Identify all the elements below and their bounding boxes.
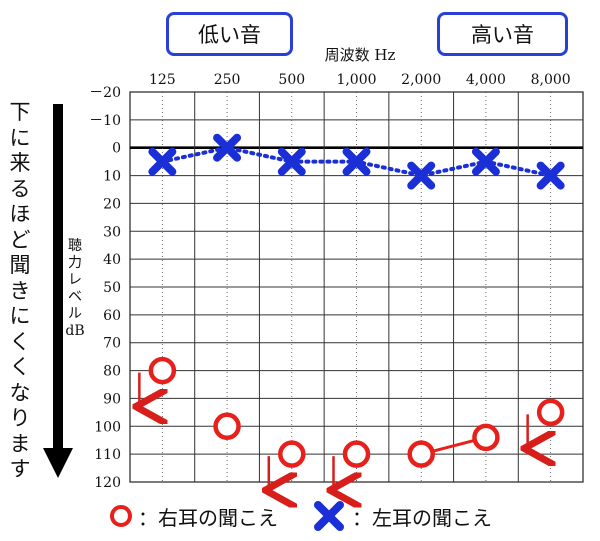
y-tick-label: 60: [103, 308, 121, 324]
y-tick-label: －20: [89, 85, 121, 101]
y-tick-label: 100: [94, 419, 121, 435]
y-tick-label: 20: [103, 196, 121, 212]
grid: [129, 91, 584, 483]
x-tick-label: 125: [149, 72, 176, 88]
y-tick-labels: －20 －10 0 10 20 30 40 50 60 70 80 90 100 110 120: [89, 85, 121, 491]
x-tick-label: 2,000: [401, 72, 441, 88]
left-ear-marker: [148, 147, 177, 176]
y-tick-label: 30: [103, 224, 121, 240]
y-tick-label: 0: [112, 141, 121, 157]
y-tick-label: 120: [94, 475, 121, 491]
legend-label-left: ：: [352, 505, 372, 530]
y-tick-label: －10: [89, 113, 121, 129]
cross-icon: [314, 501, 344, 531]
legend-series-right: 右耳の聞こえ: [158, 505, 278, 530]
circle-icon: [110, 505, 132, 527]
legend: ： 右耳の聞こえ ： 左耳の聞こえ: [110, 499, 492, 533]
y-tick-label: 80: [103, 364, 121, 380]
right-ear-marker: [407, 440, 435, 468]
left-ear-marker: [342, 147, 371, 176]
left-ear-marker: [277, 147, 306, 176]
high-sound-tag: 高い音: [437, 12, 568, 56]
left-ear-marker: [407, 161, 436, 190]
left-ear-marker: [213, 133, 242, 162]
y-tick-label: 70: [103, 336, 121, 352]
x-tick-label: 1,000: [336, 72, 376, 88]
y-tick-label: 10: [103, 169, 121, 185]
y-tick-label: 40: [103, 252, 121, 268]
side-arrow: [43, 104, 73, 478]
y-tick-label: 50: [103, 280, 121, 296]
x-axis-title: 周波数 Hz: [324, 46, 396, 64]
right-ear-marker: [278, 440, 306, 468]
low-sound-tag: 低い音: [166, 12, 293, 56]
no-response-arrows: [139, 372, 527, 491]
right-ear-marker: [148, 356, 177, 385]
series: [148, 133, 565, 468]
side-note: 下に来るほど聞きにくくなります: [9, 100, 31, 481]
legend-series-left: 左耳の聞こえ: [372, 505, 492, 530]
x-tick-label: 8,000: [531, 72, 571, 88]
y-axis-title: 聴力レベルdB: [65, 238, 85, 339]
right-ear-marker: [536, 398, 565, 427]
right-ear-marker: [213, 412, 241, 441]
left-ear-marker: [471, 147, 500, 176]
left-ear-marker: [536, 161, 565, 190]
legend-label-right: ：: [138, 505, 158, 530]
right-ear-marker: [472, 423, 500, 452]
y-tick-label: 90: [103, 391, 121, 407]
y-tick-label: 110: [94, 447, 121, 463]
right-ear-marker: [342, 440, 371, 468]
x-tick-label: 500: [278, 72, 305, 88]
x-tick-label: 250: [214, 72, 241, 88]
x-tick-label: 4,000: [466, 72, 506, 88]
x-tick-labels: 125 250 500 1,000 2,000 4,000 8,000: [149, 72, 571, 88]
